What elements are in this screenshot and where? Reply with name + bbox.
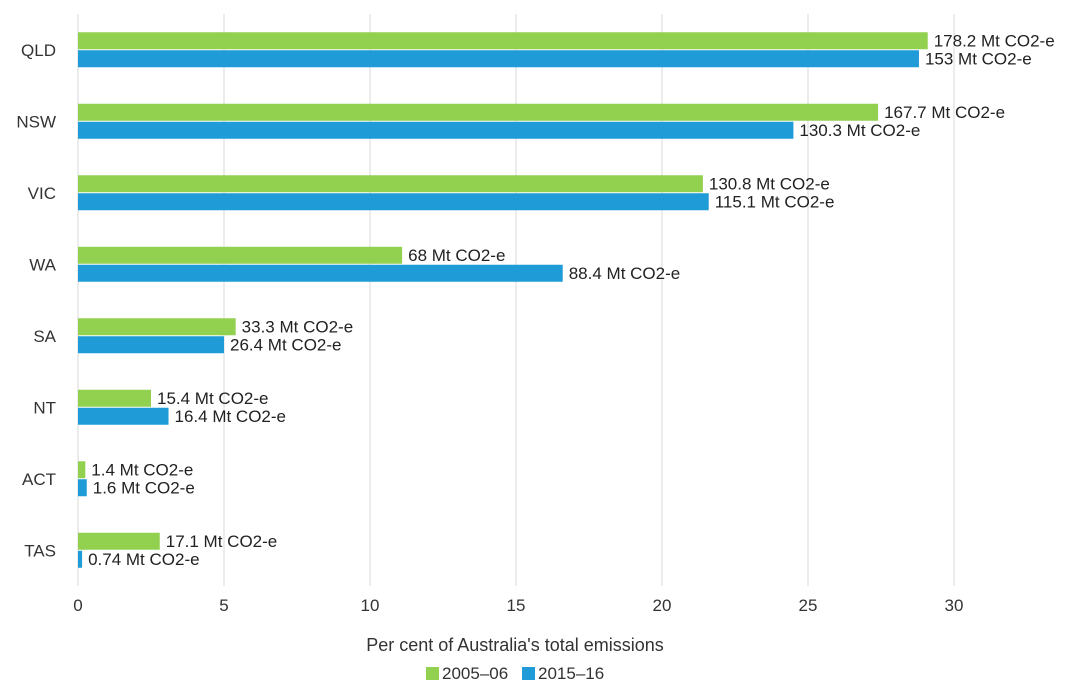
x-tick-label: 25	[799, 596, 818, 615]
category-label: QLD	[21, 41, 56, 60]
category-label: WA	[29, 255, 56, 274]
category-label: TAS	[24, 541, 56, 560]
bar-series1	[78, 389, 151, 407]
x-tick-labels: 0 5 10 15 20 25 30	[73, 596, 963, 615]
category-label: ACT	[22, 470, 56, 489]
legend-label: 2015–16	[538, 664, 604, 683]
category-label: NSW	[16, 112, 56, 131]
bars	[78, 32, 928, 568]
data-label: 130.8 Mt CO2-e	[709, 174, 830, 193]
data-label: 115.1 Mt CO2-e	[715, 192, 835, 211]
x-tick-label: 0	[73, 596, 82, 615]
data-label: 15.4 Mt CO2-e	[157, 389, 269, 408]
bar-series1	[78, 32, 928, 50]
bar-series1	[78, 318, 236, 336]
legend-swatch	[426, 667, 439, 680]
category-label: SA	[33, 327, 56, 346]
data-label: 33.3 Mt CO2-e	[242, 317, 354, 336]
data-label: 88.4 Mt CO2-e	[569, 264, 681, 283]
bar-series1	[78, 461, 86, 479]
data-label: 130.3 Mt CO2-e	[799, 121, 920, 140]
bar-series1	[78, 246, 403, 264]
x-tick-label: 30	[945, 596, 964, 615]
data-label: 167.7 Mt CO2-e	[884, 103, 1005, 122]
data-label: 1.4 Mt CO2-e	[91, 460, 193, 479]
bar-series2	[78, 193, 709, 211]
x-tick-label: 20	[653, 596, 672, 615]
category-label: NT	[33, 398, 56, 417]
data-label: 68 Mt CO2-e	[408, 246, 505, 265]
bar-series2	[78, 336, 224, 354]
bar-series2	[78, 407, 169, 425]
category-labels: QLD NSW VIC WA SA NT ACT TAS	[16, 41, 56, 561]
bar-series2	[78, 121, 794, 139]
bar-series1	[78, 175, 703, 193]
legend: 2005–06 2015–16	[426, 664, 604, 683]
data-label: 0.74 Mt CO2-e	[88, 550, 200, 569]
x-axis-title: Per cent of Australia's total emissions	[366, 635, 664, 655]
bar-series1	[78, 532, 160, 550]
x-tick-label: 5	[219, 596, 228, 615]
bar-series2	[78, 264, 563, 282]
data-label: 16.4 Mt CO2-e	[175, 407, 287, 426]
data-label: 178.2 Mt CO2-e	[934, 31, 1055, 50]
x-tick-label: 15	[507, 596, 526, 615]
bar-series2	[78, 479, 87, 497]
category-label: VIC	[28, 184, 56, 203]
bar-series2	[78, 550, 83, 568]
x-tick-label: 10	[361, 596, 380, 615]
gridlines	[77, 14, 955, 586]
data-label: 17.1 Mt CO2-e	[166, 532, 278, 551]
data-label: 1.6 Mt CO2-e	[93, 478, 195, 497]
legend-swatch	[522, 667, 535, 680]
bar-series1	[78, 103, 879, 121]
data-label: 153 Mt CO2-e	[925, 49, 1032, 68]
legend-label: 2005–06	[442, 664, 508, 683]
bar-series2	[78, 50, 919, 68]
data-label: 26.4 Mt CO2-e	[230, 335, 342, 354]
